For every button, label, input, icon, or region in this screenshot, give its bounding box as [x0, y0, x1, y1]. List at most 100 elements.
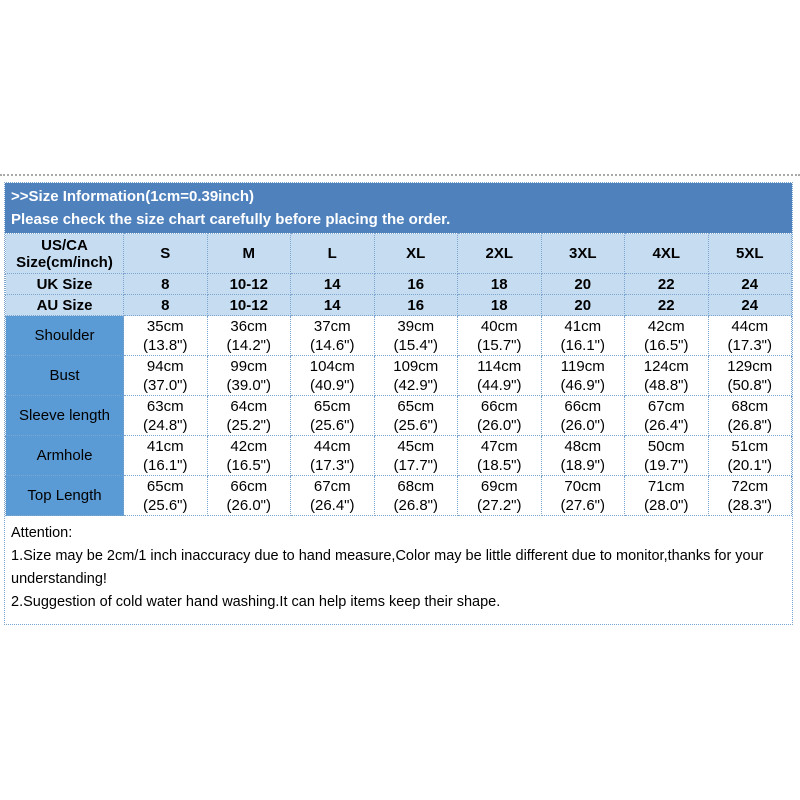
measurement-row: Top Length 65cm (25.6") 66cm (26.0") 67cm (26.…	[5, 475, 792, 516]
measurement-cm: 42cm	[230, 437, 268, 455]
measurement-label: Armhole	[5, 435, 124, 476]
size-value-cell: 10-12	[206, 273, 291, 295]
measurement-cm: 67cm	[313, 477, 351, 495]
size-info-banner: >>Size Information(1cm=0.39inch) Please …	[5, 183, 792, 233]
measurement-cm: 104cm	[309, 357, 355, 375]
measurement-cm: 119cm	[560, 357, 605, 375]
measurement-cell: 65cm (25.6")	[373, 395, 458, 436]
measurement-inch: (26.0")	[476, 416, 522, 434]
measurement-inch: (46.9")	[560, 376, 605, 394]
measurement-cm: 40cm	[480, 317, 518, 335]
size-value-cell: 8	[123, 273, 208, 295]
measurement-inch: (14.2")	[226, 336, 271, 354]
measurement-cm: 36cm	[230, 317, 268, 335]
measurement-cell: 114cm (44.9")	[457, 355, 542, 396]
measurement-inch: (25.2")	[226, 416, 271, 434]
size-chart-table: US/CA Size(cm/inch) S M L XL 2XL 3XL 4XL 5XL UK Si…	[5, 233, 792, 516]
measurement-cell: 70cm (27.6")	[540, 475, 625, 516]
measurement-cell: 129cm (50.8")	[707, 355, 792, 396]
banner-line-1: >>Size Information(1cm=0.39inch)	[11, 188, 254, 205]
measurement-cell: 41cm (16.1")	[540, 315, 625, 356]
measurement-cm: 69cm	[480, 477, 518, 495]
measurement-inch: (28.0")	[643, 496, 689, 514]
size-column-header: L	[290, 233, 375, 274]
measurement-label: Sleeve length	[5, 395, 124, 436]
measurement-cell: 40cm (15.7")	[457, 315, 542, 356]
measurement-cm: 37cm	[313, 317, 351, 335]
measurement-cell: 47cm (18.5")	[457, 435, 542, 476]
size-value-cell: 18	[457, 294, 542, 316]
measurement-inch: (48.8")	[643, 376, 689, 394]
measurement-inch: (39.0")	[226, 376, 271, 394]
measurement-cell: 68cm (26.8")	[707, 395, 792, 436]
measurement-cm: 70cm	[564, 477, 602, 495]
measurement-inch: (27.2")	[476, 496, 522, 514]
measurement-cell: 41cm (16.1")	[123, 435, 208, 476]
measurement-inch: (42.9")	[393, 376, 438, 394]
size-value-cell: 8	[123, 294, 208, 316]
size-column-header: XL	[373, 233, 458, 274]
size-system-label: UK Size	[5, 273, 124, 295]
measurement-inch: (37.0")	[142, 376, 188, 394]
size-chart-panel: >>Size Information(1cm=0.39inch) Please …	[4, 182, 793, 625]
measurement-cm: 114cm	[477, 357, 522, 375]
measurement-inch: (26.8")	[727, 416, 772, 434]
measurement-cell: 63cm (24.8")	[123, 395, 208, 436]
measurement-cm: 50cm	[647, 437, 685, 455]
measurement-row: Armhole 41cm (16.1") 42cm (16.5") 44cm (17.3")…	[5, 435, 792, 476]
measurement-cell: 66cm (26.0")	[206, 475, 291, 516]
measurement-cell: 42cm (16.5")	[624, 315, 709, 356]
measurement-row: Bust 94cm (37.0") 99cm (39.0") 104cm (40.9") 10…	[5, 355, 792, 396]
measurement-inch: (26.0")	[560, 416, 605, 434]
measurement-cell: 72cm (28.3")	[707, 475, 792, 516]
size-value-cell: 22	[624, 273, 709, 295]
size-column-header: 2XL	[457, 233, 542, 274]
size-value-cell: 16	[373, 273, 458, 295]
attention-section: Attention: 1.Size may be 2cm/1 inch inac…	[5, 516, 792, 624]
measurement-cm: 48cm	[564, 437, 602, 455]
measurement-cm: 99cm	[230, 357, 268, 375]
measurement-inch: (40.9")	[309, 376, 355, 394]
size-system-row: UK Size 8 10-12 14 16 18 20 22 24	[5, 273, 792, 295]
measurement-cm: 44cm	[313, 437, 351, 455]
measurement-cell: 44cm (17.3")	[707, 315, 792, 356]
measurement-inch: (50.8")	[727, 376, 772, 394]
measurement-cm: 65cm	[397, 397, 435, 415]
measurement-cell: 68cm (26.8")	[373, 475, 458, 516]
measurement-inch: (16.1")	[142, 456, 188, 474]
measurement-cm: 66cm	[480, 397, 518, 415]
measurement-label: Bust	[5, 355, 124, 396]
measurement-cm: 109cm	[393, 357, 439, 375]
size-value-cell: 10-12	[206, 294, 291, 316]
measurement-inch: (17.7")	[393, 456, 438, 474]
measurement-cm: 129cm	[727, 357, 773, 375]
measurement-inch: (26.4")	[643, 416, 689, 434]
measurement-cell: 39cm (15.4")	[373, 315, 458, 356]
measurement-inch: (25.6")	[142, 496, 188, 514]
measurement-inch: (44.9")	[476, 376, 522, 394]
size-value-cell: 14	[290, 273, 375, 295]
size-column-header: S	[123, 233, 208, 274]
size-value-cell: 14	[290, 294, 375, 316]
measurement-cm: 65cm	[146, 477, 184, 495]
measurement-inch: (15.7")	[476, 336, 522, 354]
measurement-cell: 66cm (26.0")	[457, 395, 542, 436]
measurement-cm: 45cm	[397, 437, 435, 455]
measurement-cell: 67cm (26.4")	[624, 395, 709, 436]
measurement-cell: 64cm (25.2")	[206, 395, 291, 436]
measurement-cm: 65cm	[313, 397, 351, 415]
measurement-cm: 41cm	[146, 437, 184, 455]
measurement-cm: 124cm	[643, 357, 689, 375]
attention-title: Attention:	[11, 525, 73, 541]
corner-header-line: US/CA	[41, 236, 88, 254]
attention-line: 1.Size may be 2cm/1 inch inaccuracy due …	[11, 548, 764, 564]
measurement-inch: (24.8")	[142, 416, 188, 434]
measurement-label: Shoulder	[5, 315, 124, 356]
measurement-label: Top Length	[5, 475, 124, 516]
attention-line: 2.Suggestion of cold water hand washing.…	[11, 594, 501, 610]
measurement-cm: 67cm	[647, 397, 685, 415]
measurement-inch: (14.6")	[309, 336, 355, 354]
measurement-inch: (16.5")	[643, 336, 689, 354]
measurement-cell: 36cm (14.2")	[206, 315, 291, 356]
measurement-cm: 39cm	[397, 317, 435, 335]
